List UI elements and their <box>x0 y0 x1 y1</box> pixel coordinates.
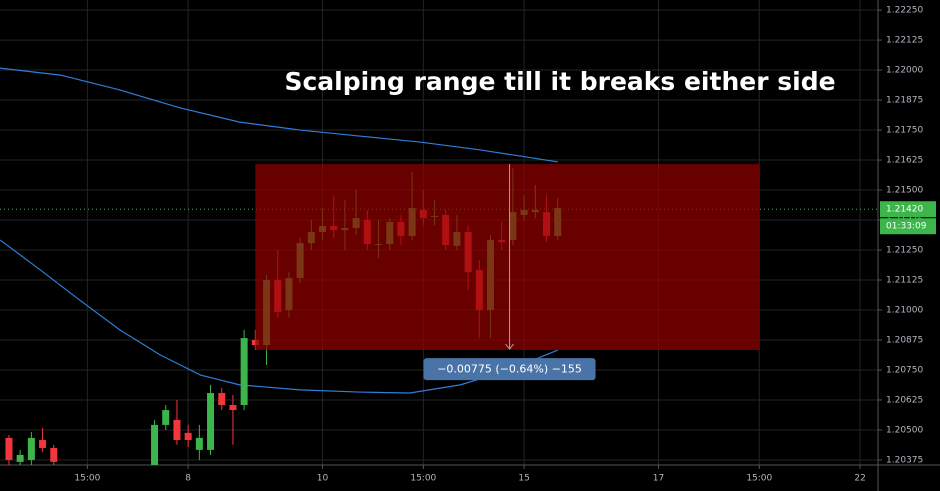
range-box <box>255 164 760 351</box>
y-tick-label: 1.20625 <box>886 395 923 405</box>
y-tick-label: 1.20375 <box>886 455 923 465</box>
candle-body <box>27 437 35 460</box>
y-tick-label: 1.21750 <box>886 126 923 136</box>
measure-label-box <box>423 358 596 381</box>
x-tick-label: 8 <box>185 474 191 484</box>
candle-body <box>50 447 58 462</box>
measure-label: −0.00775 (−0.64%) −155 <box>437 363 582 376</box>
candle-body <box>195 437 203 450</box>
y-tick-label: 1.22125 <box>886 36 923 46</box>
y-tick-label: 1.20875 <box>886 335 923 345</box>
y-tick-label: 1.22250 <box>886 6 923 16</box>
candle-body <box>218 393 226 406</box>
countdown: 01:33:09 <box>886 222 927 232</box>
candle-body <box>151 424 159 465</box>
y-tick-label: 1.21125 <box>886 276 923 286</box>
moving-average <box>0 67 558 163</box>
y-tick-label: 1.20500 <box>886 425 923 435</box>
candle-body <box>16 454 24 462</box>
current-price-box <box>880 201 936 218</box>
y-tick-label: 1.20750 <box>886 365 923 375</box>
annotation: Scalping range till it breaks either sid… <box>284 67 835 96</box>
x-tick-label: 10 <box>317 474 329 484</box>
y-tick-label: 1.21875 <box>886 96 923 106</box>
y-tick-label: 1.21625 <box>886 156 923 166</box>
candle-body <box>5 437 13 460</box>
candle-body <box>207 393 215 450</box>
x-tick-label: 15:00 <box>746 474 772 484</box>
moving-average <box>0 239 558 394</box>
y-tick-label: 1.22000 <box>886 66 923 76</box>
y-tick-label: 1.21000 <box>886 306 923 316</box>
candle-body <box>240 338 248 406</box>
y-tick-label: 1.21250 <box>886 246 923 256</box>
current-price-label: 1.21420 <box>886 205 923 215</box>
candle-body <box>184 432 192 441</box>
x-tick-label: 15:00 <box>74 474 100 484</box>
candle-body <box>173 419 181 441</box>
x-tick-label: 17 <box>653 474 664 484</box>
x-tick-label: 15:00 <box>410 474 436 484</box>
measure-arrow <box>505 343 514 350</box>
countdown-box <box>880 218 936 235</box>
candle-body <box>229 405 237 411</box>
candle-body <box>39 440 47 448</box>
candle-body <box>162 410 170 425</box>
x-tick-label: 22 <box>854 474 865 484</box>
y-tick-label: 1.21500 <box>886 186 923 196</box>
x-tick-label: 15 <box>518 474 529 484</box>
